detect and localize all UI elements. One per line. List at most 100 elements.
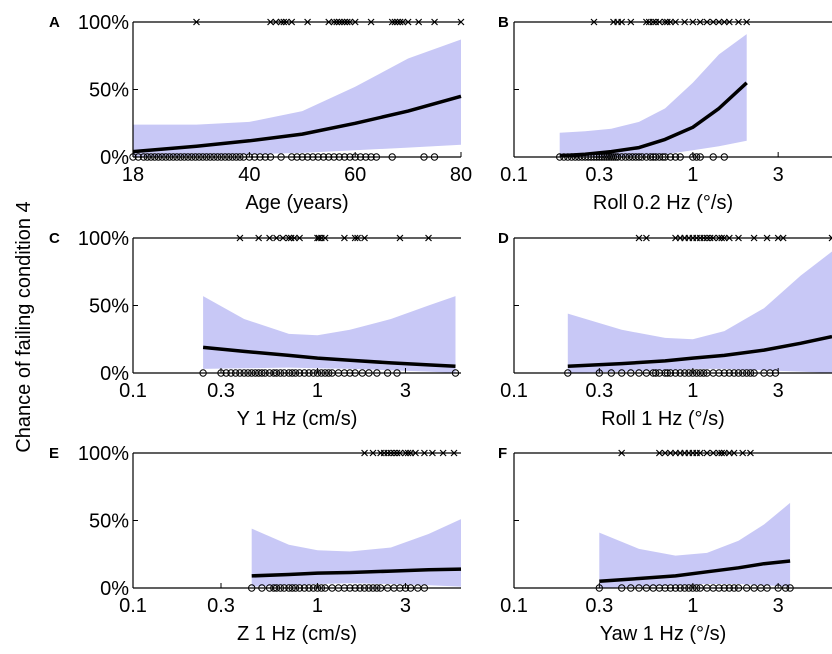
fail-marker <box>412 449 419 457</box>
confidence-band <box>559 34 747 157</box>
pass-marker <box>228 153 237 161</box>
confidence-band <box>133 39 461 157</box>
fail-marker <box>282 18 290 26</box>
pass-marker <box>162 153 170 161</box>
pass-marker <box>244 369 252 377</box>
pass-marker <box>730 584 738 592</box>
pass-marker <box>681 584 689 592</box>
x-tick-label: 0.3 <box>207 380 235 402</box>
fail-marker <box>277 18 285 26</box>
pass-marker <box>692 584 701 592</box>
pass-marker <box>317 584 326 592</box>
fail-marker <box>425 234 432 242</box>
fail-marker <box>655 449 663 457</box>
fail-marker <box>689 18 697 26</box>
panel-c: 0% 50% 100% 0.1 0.3 1 3 Y 1 Hz (cm/s) C <box>49 228 461 430</box>
pass-marker <box>295 584 304 592</box>
x-tick-label: 18 <box>122 164 144 186</box>
fail-marker <box>390 449 398 457</box>
pass-marker <box>661 153 669 161</box>
pass-marker <box>671 369 680 377</box>
pass-marker <box>671 153 680 161</box>
fail-marker <box>774 234 782 242</box>
fit-curve <box>559 81 748 158</box>
fail-marker <box>720 18 728 26</box>
fail-marker <box>715 234 723 242</box>
pass-marker <box>376 584 385 592</box>
pass-marker <box>298 153 306 161</box>
pass-marker <box>676 153 684 161</box>
pass-marker <box>184 153 192 161</box>
fail-marker <box>396 449 404 457</box>
x-tick-label: 0.3 <box>207 595 235 617</box>
pass-marker <box>276 584 285 592</box>
fail-marker <box>255 234 263 242</box>
pass-marker <box>685 369 693 377</box>
pass-marker <box>676 369 684 377</box>
pass-marker <box>720 369 728 377</box>
fail-marker <box>709 234 717 242</box>
fail-marker <box>703 449 711 457</box>
pass-marker <box>206 153 214 161</box>
x-tick-label: 0.3 <box>585 595 613 617</box>
fail-marker <box>618 449 626 457</box>
fail-marker <box>828 234 832 242</box>
pass-marker <box>646 153 655 161</box>
x-axis-label: Roll 1 Hz (°/s) <box>601 408 725 430</box>
pass-marker <box>325 153 333 161</box>
fail-marker <box>394 18 401 26</box>
pass-marker <box>351 369 359 377</box>
fail-marker <box>661 449 669 457</box>
pass-marker <box>638 153 646 161</box>
pass-marker <box>346 369 354 377</box>
pass-marker <box>265 584 274 592</box>
fail-marker <box>338 18 346 26</box>
pass-marker <box>730 369 738 377</box>
pass-marker <box>288 153 296 161</box>
pass-marker <box>681 369 689 377</box>
pass-marker <box>725 369 733 377</box>
pass-marker <box>406 584 415 592</box>
pass-marker <box>709 153 717 161</box>
pass-marker <box>635 369 643 377</box>
pass-marker <box>652 153 660 161</box>
x-axis-label: Y 1 Hz (cm/s) <box>237 408 358 430</box>
y-tick-label: 50% <box>89 80 129 102</box>
fail-marker <box>290 234 298 242</box>
x-tick-label: 0.1 <box>500 164 528 186</box>
fail-marker <box>431 18 438 26</box>
fail-marker <box>655 18 663 26</box>
pass-marker <box>351 584 359 592</box>
pass-marker <box>621 153 630 161</box>
fail-marker <box>747 449 754 457</box>
pass-marker <box>300 369 309 377</box>
x-tick-label: 0.3 <box>585 164 613 186</box>
pass-marker <box>666 153 675 161</box>
pass-marker <box>313 584 322 592</box>
pass-marker <box>618 369 626 377</box>
pass-marker <box>393 369 401 377</box>
pass-marker <box>367 153 375 161</box>
pass-marker <box>217 369 225 377</box>
x-tick-label: 1 <box>312 380 323 402</box>
pass-marker <box>373 584 381 592</box>
pass-marker <box>188 153 196 161</box>
panel-letter: A <box>49 14 60 31</box>
fail-marker <box>681 18 689 26</box>
pass-marker <box>401 584 410 592</box>
pass-marker <box>763 584 771 592</box>
pass-marker <box>661 369 669 377</box>
fail-marker <box>304 18 312 26</box>
fit-curve <box>567 334 832 369</box>
pass-marker <box>251 153 259 161</box>
fail-marker <box>330 18 338 26</box>
fail-marker <box>739 449 747 457</box>
fail-marker <box>399 18 407 26</box>
pass-marker <box>351 153 359 161</box>
y-tick-label: 100% <box>78 12 129 34</box>
fail-marker <box>279 234 287 242</box>
x-axis-label: Z 1 Hz (cm/s) <box>237 623 357 645</box>
fail-marker <box>715 18 723 26</box>
chart-panels: 0% 50% 100% 18 40 60 80 Age (years) A 0.1 0.3 1 3 Rol… <box>49 12 832 645</box>
fail-marker <box>273 234 280 242</box>
